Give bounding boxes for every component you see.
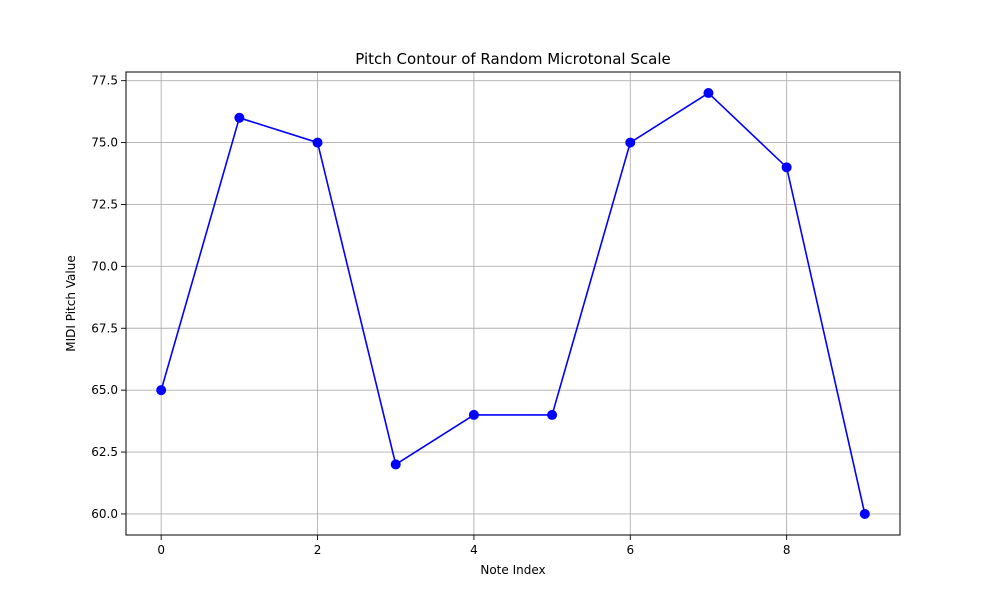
y-tick-label: 77.5 — [91, 74, 118, 88]
data-point — [625, 137, 636, 148]
series-line — [160, 92, 866, 515]
x-tick-label: 0 — [157, 543, 165, 557]
data-point — [390, 459, 401, 470]
grid-lines — [126, 72, 900, 535]
plot-frame — [125, 71, 901, 536]
data-point — [781, 162, 792, 173]
y-tick-label: 70.0 — [91, 259, 118, 273]
x-tick-label: 2 — [314, 543, 322, 557]
data-point — [156, 385, 167, 396]
x-tick-label: 6 — [626, 543, 634, 557]
data-point — [547, 409, 558, 420]
y-tick-label: 60.0 — [91, 507, 118, 521]
data-series — [156, 88, 870, 519]
x-axis-label: Note Index — [480, 563, 545, 577]
y-tick-label: 65.0 — [91, 383, 118, 397]
y-tick-label: 75.0 — [91, 136, 118, 150]
y-tick-label: 62.5 — [91, 445, 118, 459]
x-tick-label: 8 — [783, 543, 791, 557]
data-point — [468, 409, 479, 420]
y-tick-label: 72.5 — [91, 197, 118, 211]
data-point — [703, 88, 714, 99]
x-tick-label: 4 — [470, 543, 478, 557]
y-tick-label: 67.5 — [91, 321, 118, 335]
data-point — [859, 508, 870, 519]
y-axis-label: MIDI Pitch Value — [64, 255, 78, 351]
data-point — [234, 112, 245, 123]
data-point — [312, 137, 323, 148]
axis-ticks: 0 2 4 6 8 60.0 62.5 65.0 67.5 70.0 72.5 75.0 77.5 — [91, 74, 790, 557]
chart-title: Pitch Contour of Random Microtonal Scale — [355, 50, 670, 68]
